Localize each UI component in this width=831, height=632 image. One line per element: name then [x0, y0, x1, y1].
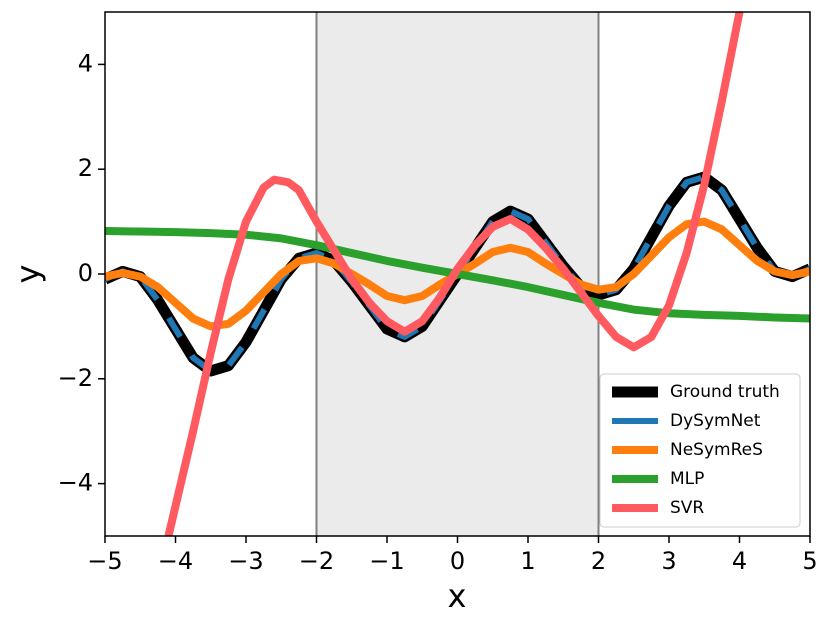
x-tick-label: 3 [661, 547, 676, 575]
x-tick-label: 2 [591, 547, 606, 575]
legend-label: SVR [670, 498, 704, 518]
x-tick-label: 5 [802, 547, 817, 575]
legend-label: Ground truth [670, 382, 780, 402]
y-axis-label: y [9, 265, 47, 284]
y-tick-label: −2 [58, 364, 93, 392]
x-tick-label: −2 [299, 547, 334, 575]
x-tick-label: 4 [732, 547, 747, 575]
x-axis-label: x [448, 577, 467, 615]
x-tick-label: −1 [369, 547, 404, 575]
x-tick-label: 0 [450, 547, 465, 575]
series-line [164, 12, 744, 536]
x-tick-label: −5 [87, 547, 122, 575]
legend-box [599, 373, 801, 528]
y-tick-label: 4 [78, 49, 93, 77]
y-tick-label: −4 [58, 469, 93, 497]
legend-label: DySymNet [670, 411, 761, 431]
x-tick-label: −4 [158, 547, 193, 575]
legend-label: NeSymReS [670, 440, 763, 460]
y-tick-label: 0 [78, 259, 93, 287]
legend-label: MLP [670, 469, 704, 489]
x-tick-label: −3 [228, 547, 263, 575]
x-tick-label: 1 [520, 547, 535, 575]
plot-lines [105, 12, 810, 536]
y-tick-label: 2 [78, 154, 93, 182]
